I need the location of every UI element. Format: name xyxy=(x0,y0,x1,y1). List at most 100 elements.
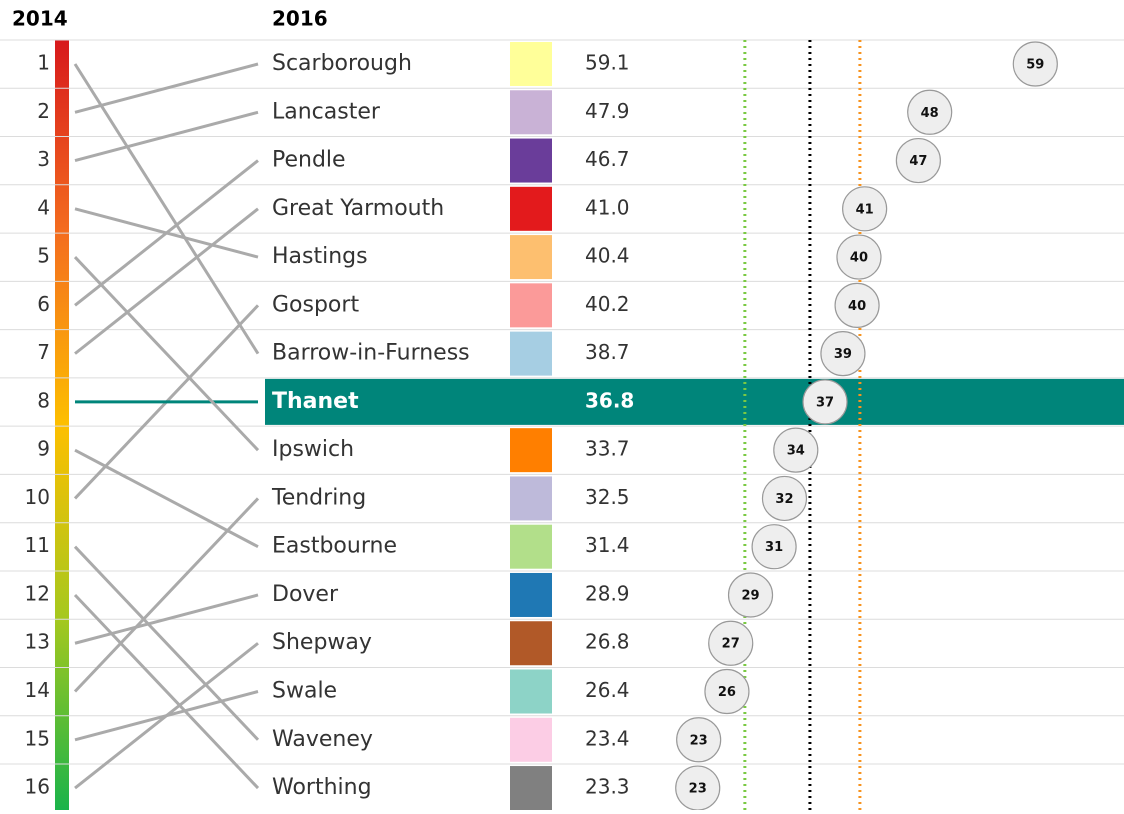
value-dot xyxy=(836,234,882,280)
color-swatch xyxy=(510,186,552,231)
rank-change-line xyxy=(73,256,260,452)
rank-change-line xyxy=(73,593,260,790)
value-dot xyxy=(751,524,797,570)
rank-2014-label: 5 xyxy=(37,244,50,268)
dot-label: 37 xyxy=(816,395,834,410)
color-swatch xyxy=(510,766,552,811)
value-dot xyxy=(842,186,888,232)
dot-label: 40 xyxy=(850,251,868,266)
color-swatch xyxy=(510,524,552,569)
dot-label: 47 xyxy=(909,154,927,169)
area-name: Dover xyxy=(272,582,339,607)
value-dot xyxy=(676,717,722,763)
area-name: Pendle xyxy=(272,148,346,173)
area-name: Ipswich xyxy=(272,437,354,462)
rank-change-line xyxy=(74,207,259,259)
area-name: Swale xyxy=(272,679,337,704)
color-swatch xyxy=(510,283,552,328)
value-dot xyxy=(895,137,941,184)
color-swatch xyxy=(510,669,552,714)
dot-label: 39 xyxy=(834,347,852,362)
color-swatch xyxy=(510,572,552,617)
rank-change-line xyxy=(73,497,260,693)
rank-2014-label: 2 xyxy=(37,99,50,123)
value-dot xyxy=(820,331,866,377)
color-swatch xyxy=(510,621,552,666)
rank-change-line xyxy=(74,593,259,645)
dot-label: 23 xyxy=(690,733,708,748)
color-swatch xyxy=(510,717,552,762)
area-name: Gosport xyxy=(272,292,359,317)
value-label: 26.8 xyxy=(585,630,630,654)
value-dot xyxy=(834,282,880,328)
rank-gradient xyxy=(55,40,69,810)
rank-2014-label: 8 xyxy=(37,388,50,412)
rank-2014-label: 9 xyxy=(37,437,50,461)
dot-label: 48 xyxy=(921,106,939,121)
value-label: 33.7 xyxy=(585,437,630,461)
header-2014: 2014 xyxy=(12,7,68,31)
value-label: 31.4 xyxy=(585,533,630,557)
value-dot xyxy=(802,379,848,425)
rank-2014-label: 14 xyxy=(25,678,50,702)
color-swatch xyxy=(510,235,552,280)
value-label: 40.2 xyxy=(585,292,630,316)
value-dot xyxy=(1012,41,1058,87)
color-swatch xyxy=(510,42,552,86)
value-dot xyxy=(704,668,750,715)
dot-label: 23 xyxy=(689,782,707,797)
value-label: 59.1 xyxy=(585,51,630,75)
area-name: Tendring xyxy=(271,485,366,510)
color-swatch xyxy=(510,90,552,135)
dot-label: 41 xyxy=(856,202,874,217)
value-dot xyxy=(761,475,808,522)
rank-2014-label: 4 xyxy=(37,195,50,219)
value-label: 38.7 xyxy=(585,340,630,364)
rank-2014-label: 11 xyxy=(25,533,50,557)
rank-2014-label: 12 xyxy=(25,581,50,605)
rank-2014-label: 7 xyxy=(37,340,50,364)
value-label: 28.9 xyxy=(585,581,630,605)
rank-change-line xyxy=(74,448,259,549)
rank-2014-label: 16 xyxy=(25,775,50,799)
dot-label: 26 xyxy=(718,685,736,700)
rank-2014-label: 1 xyxy=(37,51,50,75)
area-name: Thanet xyxy=(272,389,359,414)
value-label: 46.7 xyxy=(585,147,630,171)
color-swatch xyxy=(510,428,552,473)
rank-2014-label: 10 xyxy=(25,485,50,509)
value-label: 41.0 xyxy=(585,195,630,219)
rank-2014-label: 13 xyxy=(25,630,50,654)
value-dot xyxy=(907,89,953,135)
area-name: Lancaster xyxy=(272,99,381,124)
rank-2014-label: 15 xyxy=(25,726,50,750)
area-name: Hastings xyxy=(272,244,368,269)
rank-change-line xyxy=(74,62,259,114)
dot-label: 59 xyxy=(1026,58,1044,73)
dot-label: 27 xyxy=(722,637,740,652)
value-label: 23.3 xyxy=(585,775,630,799)
rank-change-line xyxy=(74,110,259,162)
value-dot xyxy=(727,572,774,618)
value-label: 23.4 xyxy=(585,726,630,750)
value-label: 32.5 xyxy=(585,485,630,509)
color-swatch xyxy=(510,476,552,521)
dot-label: 34 xyxy=(787,444,805,459)
rank-2014-label: 6 xyxy=(37,292,50,316)
rank-change-line xyxy=(74,690,259,742)
dot-label: 40 xyxy=(848,299,866,314)
rank-change-line xyxy=(73,63,260,355)
value-label: 47.9 xyxy=(585,99,630,123)
color-swatch xyxy=(510,138,552,183)
area-name: Barrow-in-Furness xyxy=(272,341,470,366)
value-label: 40.4 xyxy=(585,244,630,268)
area-name: Great Yarmouth xyxy=(272,196,444,221)
area-name: Waveney xyxy=(272,727,373,752)
dot-label: 29 xyxy=(741,588,759,603)
area-name: Shepway xyxy=(272,630,372,655)
value-label: 36.8 xyxy=(585,388,634,412)
dot-label: 32 xyxy=(775,492,793,507)
value-label: 26.4 xyxy=(585,678,630,702)
